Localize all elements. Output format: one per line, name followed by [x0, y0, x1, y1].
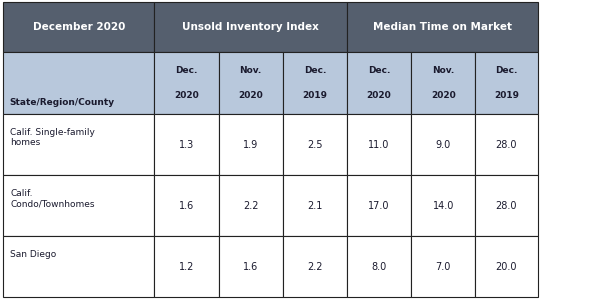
Text: 9.0: 9.0	[436, 140, 451, 150]
Text: Median Time on Market: Median Time on Market	[373, 22, 512, 32]
Text: 2.2: 2.2	[243, 201, 259, 211]
Text: 2019: 2019	[302, 91, 328, 100]
Text: Nov.: Nov.	[239, 66, 262, 75]
Text: 1.3: 1.3	[179, 140, 194, 150]
Text: 2019: 2019	[494, 91, 519, 100]
Bar	[411, 236, 475, 297]
Bar	[475, 175, 538, 236]
Text: 2.5: 2.5	[307, 140, 323, 150]
Bar	[283, 52, 347, 114]
Text: 2020: 2020	[367, 91, 391, 100]
Bar	[347, 52, 411, 114]
Bar	[3, 114, 154, 175]
Text: 28.0: 28.0	[496, 140, 517, 150]
Bar	[3, 236, 154, 297]
Bar	[154, 52, 218, 114]
Text: 7.0: 7.0	[436, 262, 451, 272]
Bar	[411, 52, 475, 114]
Text: San Diego: San Diego	[10, 250, 56, 259]
Bar	[154, 236, 218, 297]
Bar	[3, 175, 154, 236]
Text: December 2020: December 2020	[32, 22, 125, 32]
Text: Calif.
Condo/Townhomes: Calif. Condo/Townhomes	[10, 189, 95, 208]
Bar	[3, 52, 154, 114]
Text: 11.0: 11.0	[368, 140, 389, 150]
Text: 17.0: 17.0	[368, 201, 390, 211]
Bar	[411, 114, 475, 175]
Bar	[347, 236, 411, 297]
Bar	[347, 114, 411, 175]
Bar	[3, 2, 154, 52]
Text: Dec.: Dec.	[368, 66, 390, 75]
Text: State/Region/County: State/Region/County	[9, 98, 114, 107]
Text: 28.0: 28.0	[496, 201, 517, 211]
Text: 2020: 2020	[431, 91, 455, 100]
Bar	[475, 236, 538, 297]
Text: 8.0: 8.0	[371, 262, 386, 272]
Bar	[154, 114, 218, 175]
Text: 1.6: 1.6	[179, 201, 194, 211]
Text: 2020: 2020	[238, 91, 263, 100]
Bar	[283, 175, 347, 236]
Bar	[154, 175, 218, 236]
Bar	[154, 2, 347, 52]
Bar	[347, 2, 538, 52]
Bar	[218, 114, 283, 175]
Text: Unsold Inventory Index: Unsold Inventory Index	[182, 22, 319, 32]
Bar	[283, 114, 347, 175]
Text: 20.0: 20.0	[496, 262, 517, 272]
Text: Dec.: Dec.	[175, 66, 198, 75]
Text: Nov.: Nov.	[432, 66, 454, 75]
Text: 1.6: 1.6	[243, 262, 259, 272]
Text: Dec.: Dec.	[304, 66, 326, 75]
Text: 1.2: 1.2	[179, 262, 194, 272]
Text: 14.0: 14.0	[433, 201, 454, 211]
Bar	[283, 236, 347, 297]
Text: 2.2: 2.2	[307, 262, 323, 272]
Bar	[411, 175, 475, 236]
Bar	[347, 175, 411, 236]
Text: 2020: 2020	[174, 91, 199, 100]
Bar	[475, 52, 538, 114]
Bar	[218, 236, 283, 297]
Bar	[218, 175, 283, 236]
Text: Calif. Single-family
homes: Calif. Single-family homes	[10, 128, 95, 147]
Text: 2.1: 2.1	[307, 201, 323, 211]
Text: 1.9: 1.9	[243, 140, 259, 150]
Bar	[475, 114, 538, 175]
Text: Dec.: Dec.	[495, 66, 518, 75]
Bar	[218, 52, 283, 114]
